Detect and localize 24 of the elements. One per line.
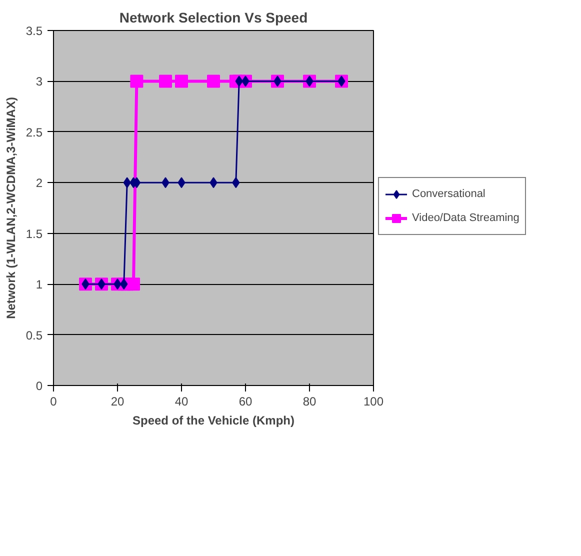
y-tick-label: 1.5 (26, 226, 43, 241)
point (159, 74, 172, 88)
x-tick-label: 20 (110, 394, 124, 408)
y-tick-label: 1 (36, 278, 43, 292)
y-tick-label: 3.5 (26, 24, 43, 38)
x-tick-label: 80 (302, 394, 316, 408)
x-axis-title: Speed of the Vehicle (Kmph) (132, 414, 295, 428)
x-tick-label: 40 (174, 394, 188, 408)
point (127, 278, 140, 291)
x-tick-label: 60 (238, 394, 252, 408)
point (175, 74, 188, 88)
x-tick-label: 0 (50, 394, 58, 408)
point (207, 74, 220, 88)
legend-label: Video/Data Streaming (412, 212, 520, 224)
y-axis-title: Network (1-WLAN,2-WCDMA,3-WiMAX) (4, 97, 18, 319)
y-tick-label: 2 (36, 176, 43, 190)
legend-label: Conversational (412, 188, 486, 200)
y-tick-label: 2.5 (26, 125, 43, 140)
y-tick-label: 0.5 (26, 328, 43, 342)
x-tick-label: 100 (363, 394, 384, 408)
y-tick-label: 0 (36, 379, 43, 393)
point (130, 74, 144, 88)
chart-title: Network Selection Vs Speed (119, 10, 308, 26)
y-tick-label: 3 (36, 74, 43, 89)
